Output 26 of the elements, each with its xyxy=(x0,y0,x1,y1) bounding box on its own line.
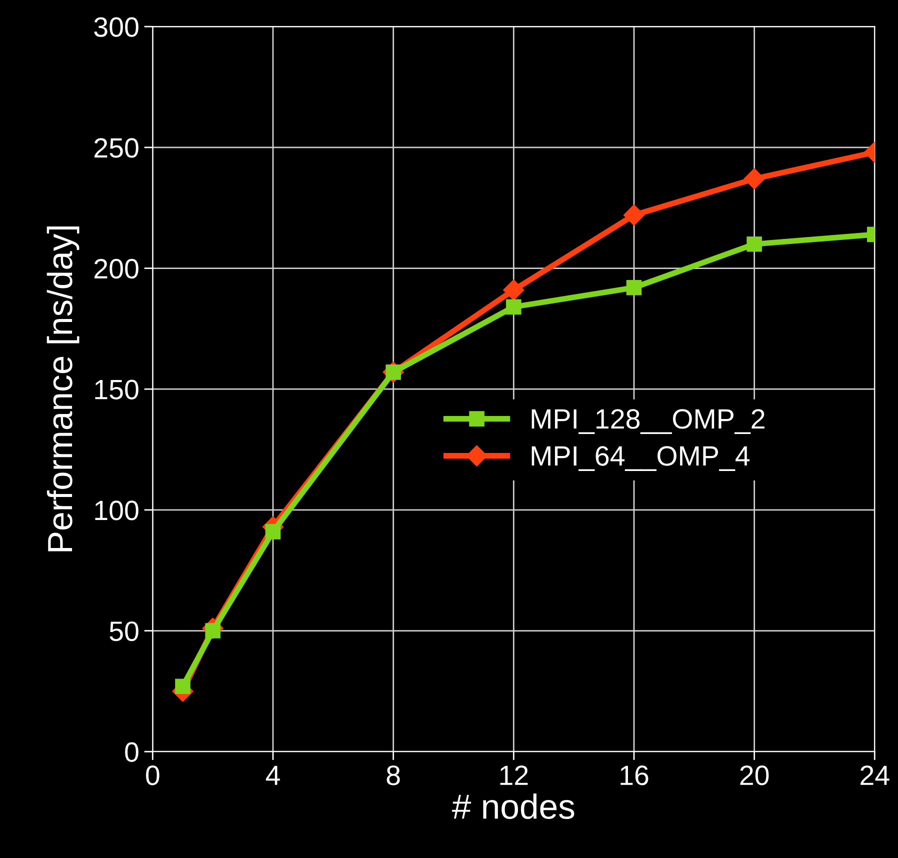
x-axis-title: # nodes xyxy=(452,793,574,819)
point xyxy=(503,280,524,301)
y-tick-label: 0 xyxy=(125,742,138,762)
point xyxy=(175,678,190,694)
x-tick-label: 16 xyxy=(620,766,648,786)
x-tick-label: 24 xyxy=(860,766,890,785)
y-tick-label: 100 xyxy=(95,500,138,520)
y-tick-label: 250 xyxy=(94,138,138,158)
point xyxy=(744,168,765,190)
legend-label: MPI_128__OMP_2 xyxy=(532,409,764,434)
point xyxy=(506,299,522,315)
x-tick-label: 0 xyxy=(146,766,160,786)
point xyxy=(626,280,642,296)
y-tick-label: 50 xyxy=(110,621,138,642)
point xyxy=(265,524,281,540)
legend-label: MPI_64__OMP_4 xyxy=(532,446,750,472)
y-tick-label: 200 xyxy=(94,258,138,279)
x-tick-label: 20 xyxy=(740,766,769,786)
y-tick-label: 300 xyxy=(94,17,138,37)
point xyxy=(623,204,645,226)
point xyxy=(746,236,762,252)
y-tick-label: 150 xyxy=(95,380,138,400)
x-tick-label: 4 xyxy=(266,766,280,785)
x-tick-label: 12 xyxy=(500,766,528,785)
y-axis-title: Performance [ns/day] xyxy=(46,226,80,552)
x-tick-label: 8 xyxy=(386,766,400,786)
